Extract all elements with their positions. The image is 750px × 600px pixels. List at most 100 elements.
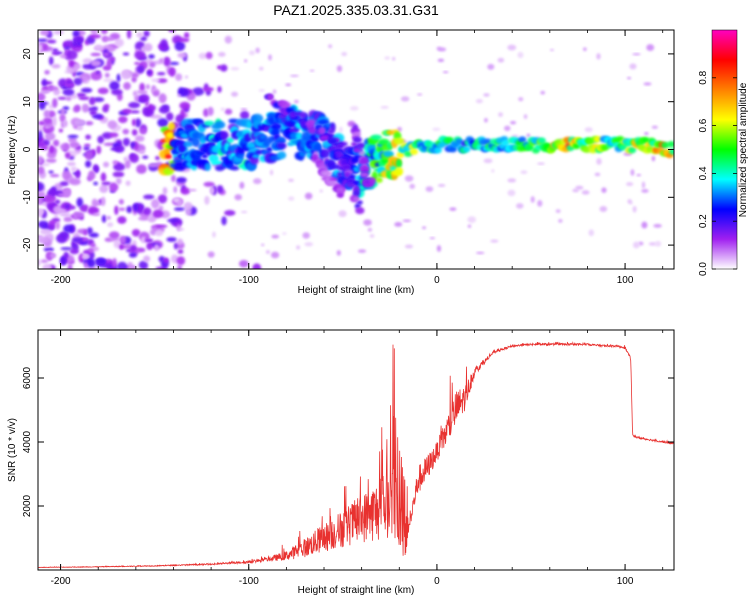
spectrogram-cell — [129, 244, 137, 252]
spectrogram-cell — [490, 239, 499, 243]
spectrogram-cell — [69, 178, 81, 186]
spectrogram-cell — [177, 228, 185, 231]
spectrogram-cell — [97, 135, 105, 144]
spectrogram-cell — [632, 241, 640, 249]
spectrogram-cell — [537, 162, 545, 165]
spectrogram-cell — [183, 32, 190, 39]
spectrogram-cell — [52, 139, 60, 147]
spectrogram-cell — [507, 178, 517, 183]
spectrogram-cell — [55, 208, 67, 214]
spectrogram-cell — [636, 174, 641, 177]
spectrogram-cell — [352, 131, 361, 138]
colorbar-tick-label: 0.0 — [698, 262, 709, 276]
spectrogram-cell — [142, 155, 149, 159]
spectrogram-cell — [148, 163, 159, 168]
spectrogram-cell — [148, 61, 156, 68]
spectrogram-cell — [65, 152, 71, 159]
spectrogram-cell — [501, 139, 510, 147]
snr-x-ticks: -200 -100 0 100 — [51, 330, 664, 587]
spectrogram-cell — [177, 238, 183, 245]
spectrogram-cell — [289, 74, 299, 77]
spectrogram-cell — [38, 208, 44, 218]
spectrogram-cell — [63, 143, 69, 150]
spectrogram-cell — [238, 259, 249, 268]
spectrogram-cell — [396, 151, 405, 159]
spectrogram-cell — [125, 180, 131, 186]
spectrogram-cell — [151, 78, 161, 82]
spectrogram-cell — [395, 158, 403, 169]
spectrogram-cell — [224, 35, 233, 44]
spectrogram-y-tick-label: 10 — [22, 96, 33, 108]
spectrogram-cell — [402, 219, 412, 222]
spectrogram-cell — [246, 141, 257, 149]
spectrogram-cell — [230, 91, 239, 97]
spectrogram-x-tick-label: -100 — [239, 275, 259, 286]
spectrogram-cell — [139, 82, 145, 92]
spectrogram-cell — [404, 175, 414, 182]
spectrogram-cell — [49, 253, 57, 259]
spectrogram-cell — [437, 47, 447, 52]
spectrogram-cell — [626, 182, 634, 187]
spectrogram-cell — [507, 44, 517, 51]
spectrogram-cell — [183, 202, 193, 211]
spectrogram-cell — [581, 190, 590, 195]
spectrogram-cell — [90, 243, 96, 248]
spectrogram-cell — [43, 247, 55, 252]
spectrogram-cell — [272, 89, 277, 94]
spectrogram-cell — [335, 186, 344, 194]
spectrogram-cell — [111, 88, 123, 96]
spectrogram-cell — [403, 150, 412, 157]
spectrogram-cell — [123, 82, 131, 90]
spectrogram-cell — [60, 247, 73, 251]
spectrogram-cell — [132, 90, 138, 97]
spectrogram-cell — [258, 89, 265, 92]
spectrogram-cell — [152, 209, 164, 219]
spectrogram-cell — [436, 245, 442, 252]
spectrogram-cell — [628, 146, 637, 154]
spectrogram-cell — [88, 170, 96, 180]
spectrogram-cell — [177, 201, 182, 207]
snr-y-tick-label: 6000 — [22, 366, 33, 389]
spectrogram-cell — [357, 249, 367, 253]
spectrogram-cell — [220, 64, 228, 72]
spectrogram-cell — [42, 263, 53, 269]
spectrogram-cell — [97, 87, 109, 95]
spectrogram-cell — [66, 161, 76, 167]
spectrogram-cell — [143, 194, 155, 200]
spectrogram-cell — [179, 101, 191, 110]
spectrogram-cell — [207, 106, 214, 116]
spectrogram-cell — [288, 178, 294, 182]
spectrogram-cell — [84, 160, 92, 168]
spectrogram-cell — [87, 206, 100, 215]
spectrogram-cell — [360, 172, 369, 177]
spectrogram-cell — [409, 148, 418, 155]
spectrogram-cell — [59, 256, 67, 266]
spectrogram-cell — [38, 130, 43, 140]
spectrogram-cell — [255, 47, 260, 54]
spectrogram-cell — [69, 94, 78, 100]
spectrogram-cell — [244, 59, 248, 63]
spectrogram-cell — [347, 178, 354, 185]
spectrogram-cell — [118, 207, 126, 211]
spectrogram-cell — [382, 150, 394, 158]
spectrogram-cell — [338, 210, 347, 218]
spectrogram-cell — [52, 48, 59, 53]
spectrogram-cell — [394, 166, 404, 176]
spectrogram-cell — [89, 34, 102, 39]
spectrogram-cell — [52, 97, 58, 108]
spectrogram-cell — [129, 153, 139, 164]
spectrogram-cell — [643, 82, 652, 86]
spectrogram-cell — [630, 169, 635, 176]
spectrogram-cell — [627, 76, 632, 80]
spectrogram-cell — [85, 134, 92, 140]
spectrogram-cell — [40, 259, 49, 264]
spectrogram-cell — [103, 78, 114, 82]
spectrogram-cell — [317, 119, 330, 126]
spectrogram-cell — [142, 207, 152, 216]
spectrogram-cell — [157, 194, 168, 204]
spectrogram-cell — [147, 70, 152, 75]
spectrogram-cell — [205, 51, 213, 60]
spectrogram-cell — [131, 228, 141, 237]
spectrogram-cell — [646, 44, 655, 52]
spectrogram-cell — [349, 106, 359, 111]
